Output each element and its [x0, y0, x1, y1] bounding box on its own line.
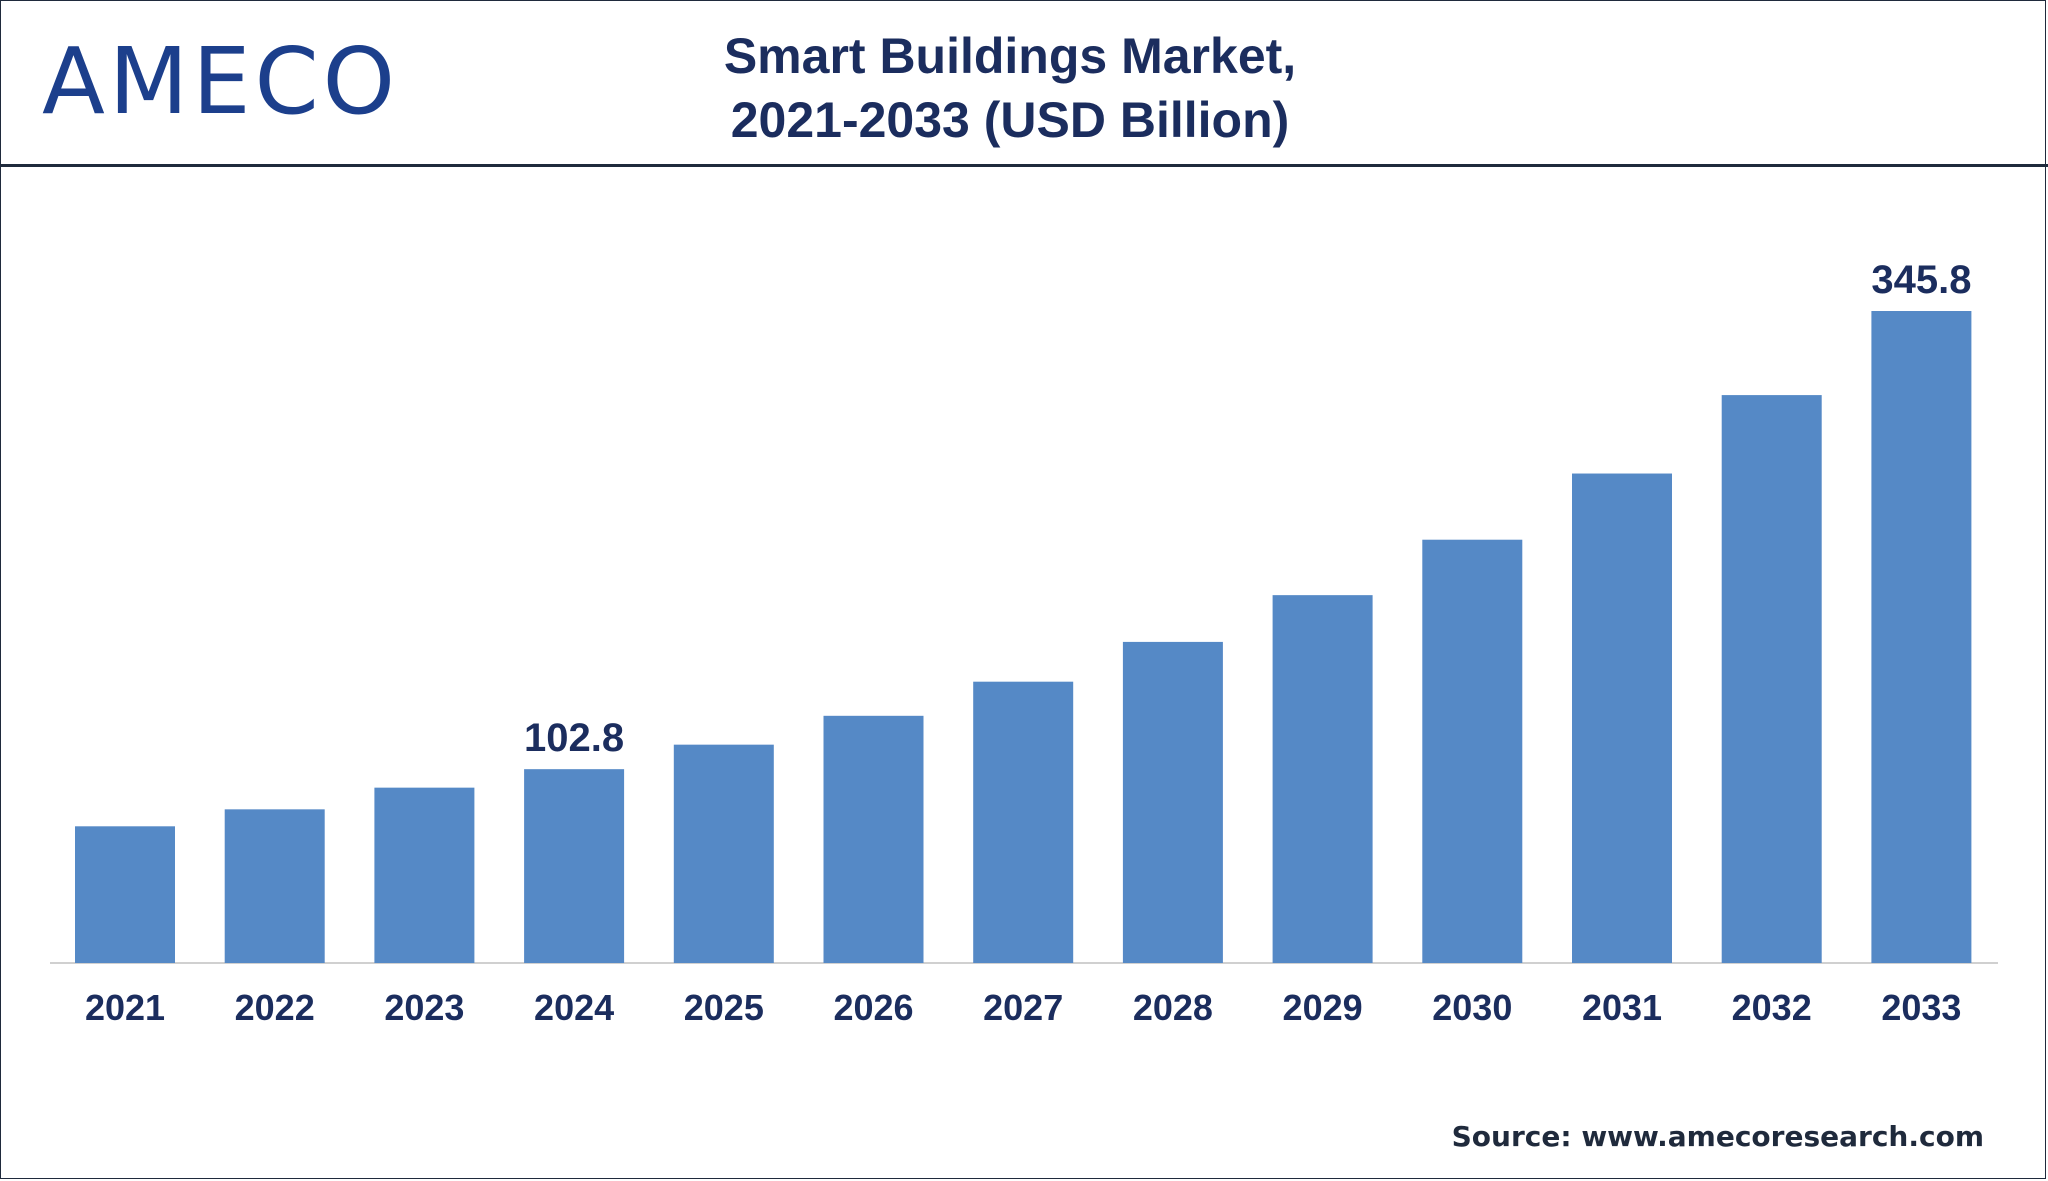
chart-title: Smart Buildings Market, 2021-2033 (USD B…: [520, 24, 1500, 152]
x-tick-label: 2021: [85, 987, 165, 1028]
x-tick-label: 2024: [534, 987, 614, 1028]
x-tick-label: 2029: [1283, 987, 1363, 1028]
bar-2027: [973, 681, 1074, 963]
source-note: Source: www.amecoresearch.com: [1451, 1120, 1984, 1153]
x-tick-label: 2027: [983, 987, 1063, 1028]
x-tick-label: 2031: [1582, 987, 1662, 1028]
x-tick-label: 2033: [1881, 987, 1961, 1028]
x-tick-label: 2026: [833, 987, 913, 1028]
bar-2024: [524, 769, 625, 963]
x-tick-label: 2028: [1133, 987, 1213, 1028]
x-tick-label: 2032: [1732, 987, 1812, 1028]
bar-2030: [1422, 539, 1523, 963]
data-label-2033: 345.8: [1871, 258, 1971, 302]
bar-2025: [673, 744, 774, 963]
x-tick-label: 2022: [235, 987, 315, 1028]
bar-2023: [374, 787, 475, 963]
bar-2031: [1572, 473, 1672, 963]
bar-2033: [1871, 311, 1972, 963]
bar-2026: [823, 715, 924, 963]
data-label-2024: 102.8: [524, 716, 624, 760]
x-tick-label: 2025: [684, 987, 764, 1028]
x-tick-label: 2030: [1432, 987, 1512, 1028]
ameco-logo: AMECO: [42, 28, 400, 135]
bar-2029: [1272, 595, 1373, 963]
bar-2021: [75, 826, 175, 963]
bar-2022: [224, 809, 325, 963]
x-tick-label: 2023: [384, 987, 464, 1028]
bar-2032: [1721, 395, 1822, 963]
header: AMECO Smart Buildings Market, 2021-2033 …: [0, 0, 2048, 167]
bar-2028: [1122, 641, 1223, 963]
chart-title-line2: 2021-2033 (USD Billion): [730, 92, 1290, 148]
chart-title-line1: Smart Buildings Market,: [723, 28, 1297, 84]
